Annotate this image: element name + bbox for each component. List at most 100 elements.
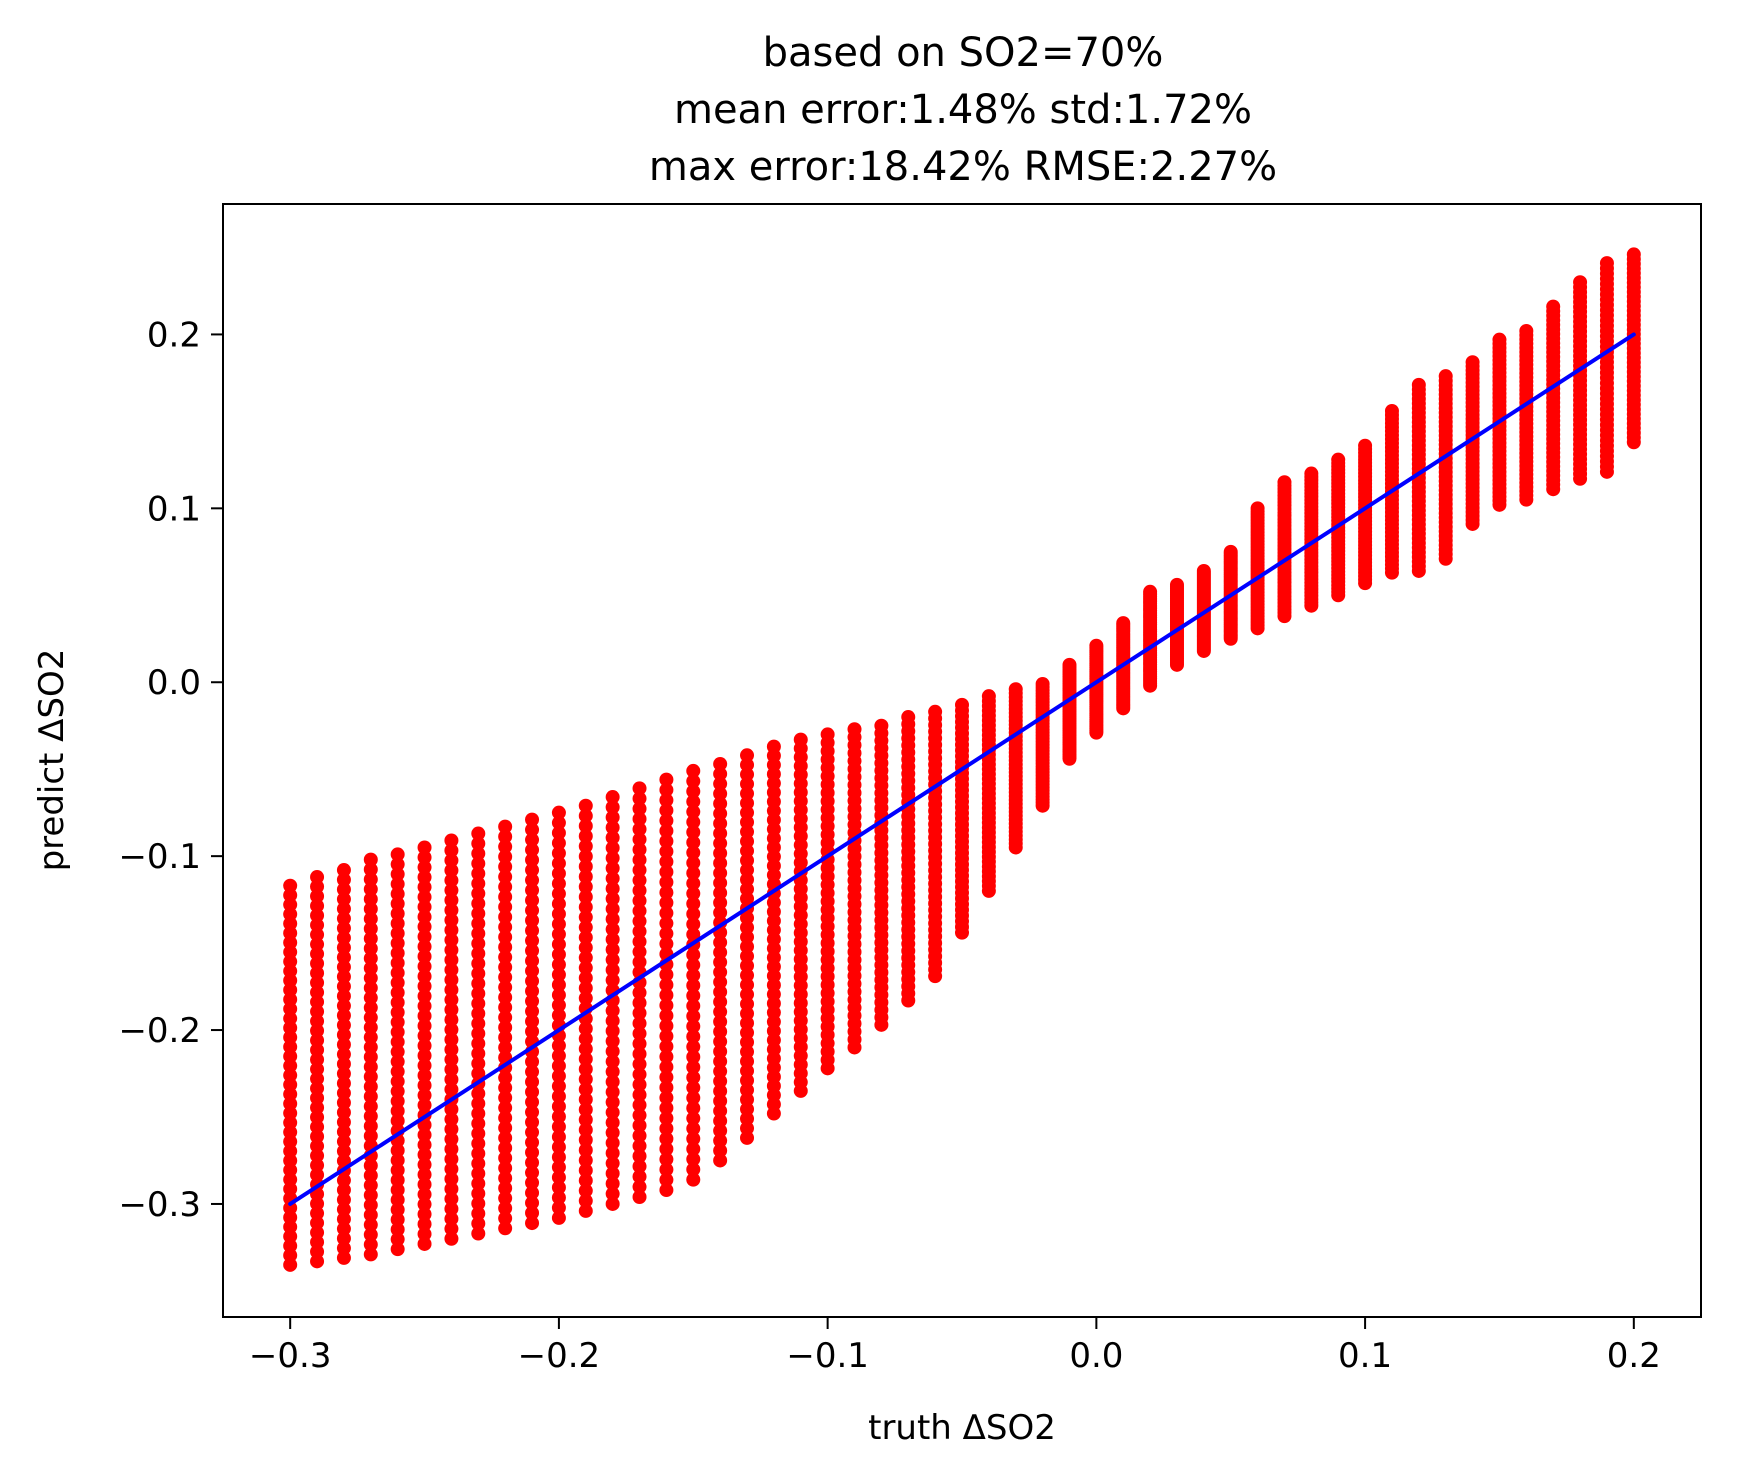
scatter-point xyxy=(740,786,755,801)
scatter-point xyxy=(686,958,701,973)
scatter-point xyxy=(498,950,513,965)
scatter-point xyxy=(713,1074,728,1089)
scatter-point xyxy=(336,1241,351,1256)
scatter-point xyxy=(498,1171,513,1186)
scatter-point xyxy=(659,1100,674,1115)
scatter-point xyxy=(740,748,755,763)
scatter-point xyxy=(632,1169,647,1184)
scatter-point-group xyxy=(1035,676,1050,813)
scatter-point xyxy=(551,957,566,972)
scatter-point xyxy=(686,998,701,1013)
scatter-point-group xyxy=(1223,544,1238,646)
x-tick-label: −0.1 xyxy=(786,1336,869,1376)
scatter-point xyxy=(390,936,405,951)
scatter-point xyxy=(740,1121,755,1136)
scatter-point xyxy=(336,960,351,975)
scatter-point xyxy=(632,1118,647,1133)
scatter-point xyxy=(310,985,325,1000)
scatter-point xyxy=(310,918,325,933)
scatter-point xyxy=(336,882,351,897)
scatter-point xyxy=(713,796,728,811)
scatter-point xyxy=(444,1062,459,1077)
scatter-point xyxy=(659,864,674,879)
scatter-point-group xyxy=(605,790,620,1211)
scatter-point xyxy=(686,876,701,891)
scatter-point xyxy=(605,901,620,916)
scatter-point xyxy=(686,988,701,1003)
scatter-point xyxy=(417,890,432,905)
scatter-point xyxy=(363,1040,378,1055)
plot-frame xyxy=(222,203,1702,1318)
scatter-point-group xyxy=(283,878,298,1272)
scatter-point xyxy=(551,896,566,911)
scatter-point xyxy=(310,1004,325,1019)
scatter-point xyxy=(471,996,486,1011)
scatter-point xyxy=(632,944,647,959)
scatter-point xyxy=(713,935,728,950)
scatter-point xyxy=(686,1050,701,1065)
scatter-point xyxy=(390,1005,405,1020)
scatter-point xyxy=(498,980,513,995)
scatter-point xyxy=(336,1105,351,1120)
scatter-point xyxy=(686,794,701,809)
scatter-point xyxy=(632,924,647,939)
scatter-point xyxy=(686,1080,701,1095)
scatter-point xyxy=(498,869,513,884)
scatter-point xyxy=(578,1193,593,1208)
scatter-point xyxy=(417,1147,432,1162)
x-axis: −0.3 −0.2 −0.1 0.0 0.1 0.2 xyxy=(249,1317,1661,1376)
scatter-point xyxy=(1196,563,1211,578)
scatter-point xyxy=(390,916,405,931)
scatter-point-group xyxy=(551,805,566,1225)
scatter-point xyxy=(363,1168,378,1183)
scatter-point xyxy=(444,843,459,858)
scatter-point xyxy=(686,1111,701,1126)
scatter-point xyxy=(525,1115,540,1130)
scatter-point xyxy=(336,989,351,1004)
scatter-point xyxy=(659,1162,674,1177)
scatter-point xyxy=(390,975,405,990)
scatter-point xyxy=(551,1139,566,1154)
scatter-point xyxy=(605,1085,620,1100)
scatter-point xyxy=(686,886,701,901)
scatter-point xyxy=(471,926,486,941)
scatter-point xyxy=(363,901,378,916)
scatter-point xyxy=(363,1198,378,1213)
scatter-point xyxy=(310,1148,325,1163)
scatter-point xyxy=(310,1062,325,1077)
scatter-point xyxy=(336,1115,351,1130)
scatter-point xyxy=(605,1013,620,1028)
scatter-point xyxy=(525,943,540,958)
scatter-point xyxy=(525,1084,540,1099)
scatter-point xyxy=(336,940,351,955)
scatter-point xyxy=(310,898,325,913)
scatter-point xyxy=(551,927,566,942)
scatter-point xyxy=(390,906,405,921)
scatter-point xyxy=(686,763,701,778)
scatter-point xyxy=(444,943,459,958)
scatter-point xyxy=(471,1126,486,1141)
scatter-point xyxy=(632,801,647,816)
scatter-point xyxy=(363,1079,378,1094)
scatter-point xyxy=(525,1105,540,1120)
scatter-point xyxy=(551,825,566,840)
scatter-point xyxy=(659,916,674,931)
scatter-point xyxy=(686,774,701,789)
scatter-point xyxy=(417,1038,432,1053)
scatter-point xyxy=(363,882,378,897)
scatter-point xyxy=(1116,616,1131,631)
scatter-point xyxy=(471,866,486,881)
scatter-point xyxy=(605,861,620,876)
scatter-point xyxy=(310,946,325,961)
scatter-point xyxy=(686,1070,701,1085)
scatter-point xyxy=(713,905,728,920)
scatter-point xyxy=(498,1151,513,1166)
scatter-point xyxy=(659,1080,674,1095)
scatter-point-group xyxy=(525,812,540,1231)
scatter-point xyxy=(551,906,566,921)
scatter-point xyxy=(363,1247,378,1262)
scatter-point xyxy=(578,910,593,925)
scatter-point xyxy=(525,923,540,938)
scatter-point xyxy=(498,1211,513,1226)
scatter-point xyxy=(740,863,755,878)
